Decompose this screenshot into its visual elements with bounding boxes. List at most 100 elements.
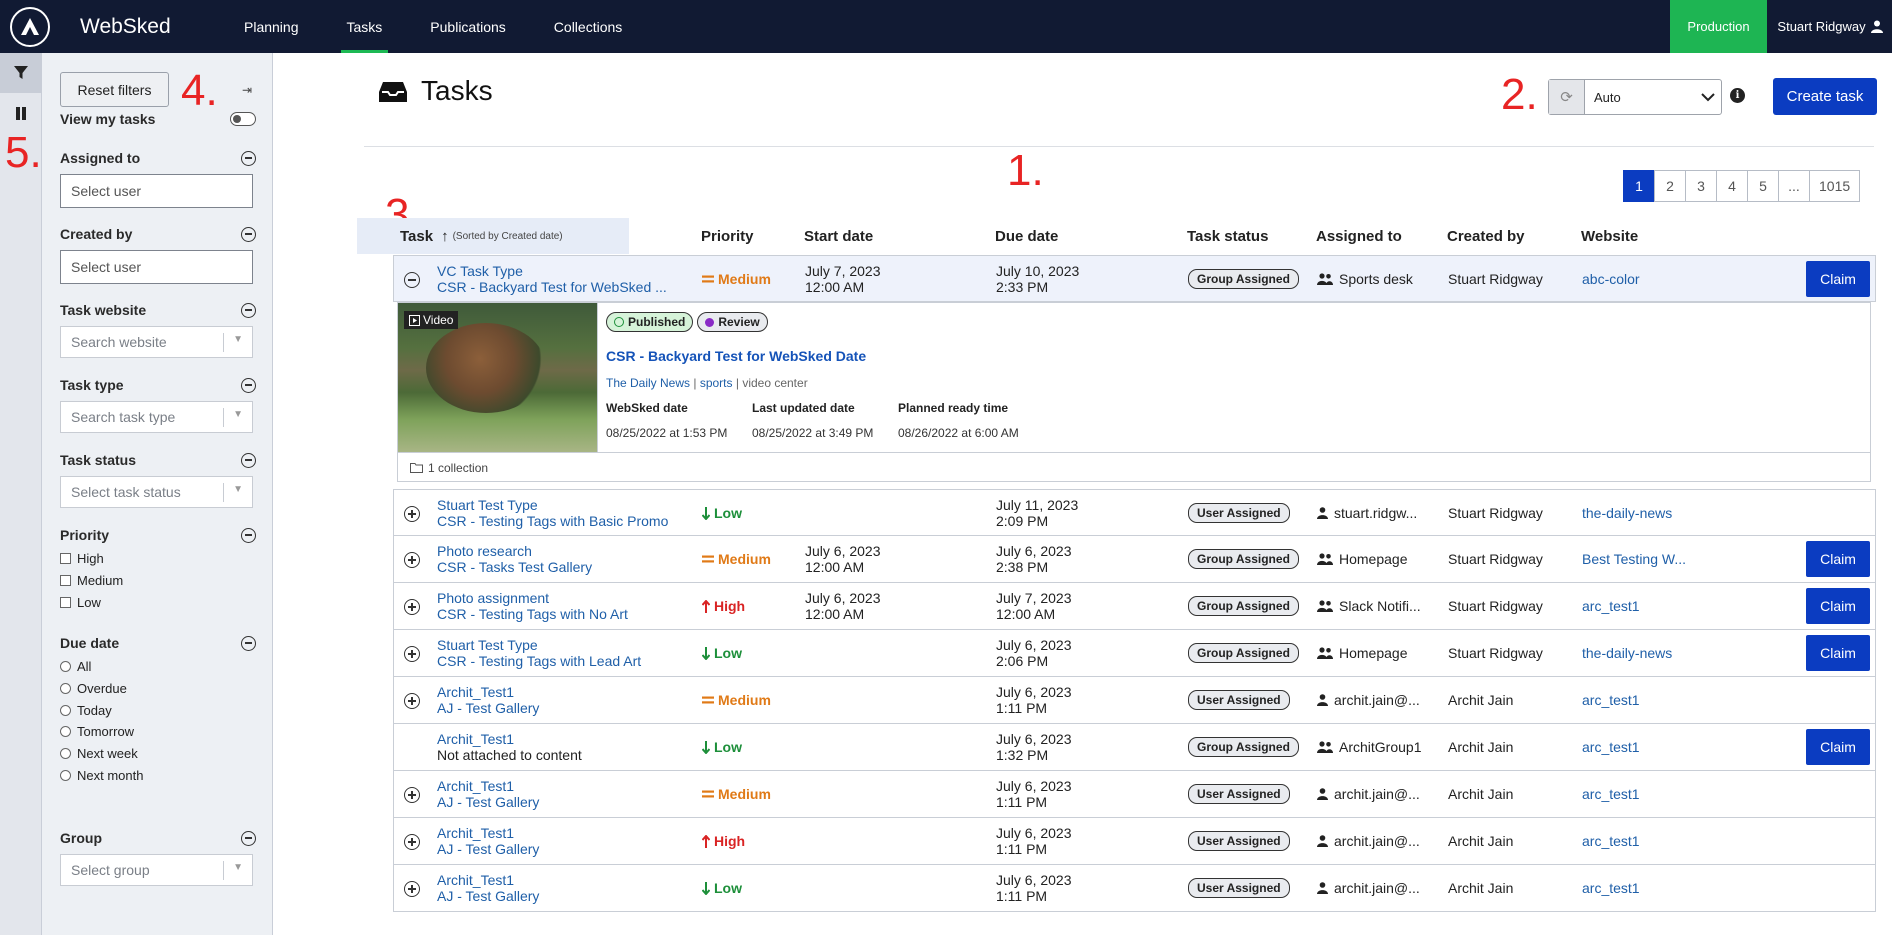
page-button[interactable]: 4 <box>1716 170 1748 202</box>
environment-badge[interactable]: Production <box>1670 0 1767 53</box>
section-link[interactable]: sports <box>699 376 733 390</box>
website-link[interactable]: abc-color <box>1582 271 1640 287</box>
page-button[interactable]: 5 <box>1747 170 1779 202</box>
task-status-select[interactable]: Select task status ▼ <box>60 476 253 508</box>
collapse-section-icon[interactable] <box>241 635 256 651</box>
column-website[interactable]: Website <box>1581 227 1639 245</box>
table-row[interactable]: Stuart Test Type CSR - Testing Tags with … <box>393 630 1876 677</box>
task-content-link[interactable]: AJ - Test Gallery <box>437 841 540 857</box>
task-type-select[interactable]: Search task type ▼ <box>60 401 253 433</box>
task-type-link[interactable]: Archit_Test1 <box>437 825 515 841</box>
checkbox[interactable] <box>60 553 71 565</box>
content-thumbnail[interactable]: Video <box>398 303 598 452</box>
task-content-link[interactable]: CSR - Tasks Test Gallery <box>437 559 593 575</box>
radio[interactable] <box>60 704 71 716</box>
collections-footer[interactable]: 1 collection <box>398 452 1870 482</box>
collapse-section-icon[interactable] <box>241 452 256 468</box>
website-link[interactable]: the-daily-news <box>1582 505 1673 521</box>
page-button-last[interactable]: 1015 <box>1809 170 1861 202</box>
task-type-link[interactable]: Archit_Test1 <box>437 684 515 700</box>
claim-button[interactable]: Claim <box>1806 261 1870 297</box>
task-type-link[interactable]: Archit_Test1 <box>437 872 515 888</box>
app-logo-icon[interactable] <box>10 6 50 47</box>
task-content-link[interactable]: AJ - Test Gallery <box>437 700 540 716</box>
claim-button[interactable]: Claim <box>1806 541 1870 577</box>
table-row[interactable]: Archit_Test1 AJ - Test Gallery Medium July … <box>393 771 1876 818</box>
task-content-link[interactable]: CSR - Testing Tags with No Art <box>437 606 628 622</box>
task-content-link[interactable]: AJ - Test Gallery <box>437 794 540 810</box>
collapse-section-icon[interactable] <box>241 830 256 846</box>
due-option-tomorrow[interactable]: Tomorrow <box>60 721 256 743</box>
priority-option-low[interactable]: Low <box>60 591 256 613</box>
task-type-link[interactable]: Photo research <box>437 543 532 559</box>
task-type-link[interactable]: VC Task Type <box>437 263 523 279</box>
website-link[interactable]: arc_test1 <box>1582 692 1640 708</box>
nav-collections[interactable]: Collections <box>553 18 623 35</box>
website-link[interactable]: the-daily-news <box>1582 645 1673 661</box>
radio[interactable] <box>60 683 71 695</box>
checkbox[interactable] <box>60 596 71 608</box>
website-link[interactable]: arc_test1 <box>1582 598 1640 614</box>
due-option-next-week[interactable]: Next week <box>60 743 256 765</box>
expand-row-icon[interactable] <box>404 599 420 615</box>
task-content-link[interactable]: CSR - Backyard Test for WebSked ... <box>437 279 667 295</box>
nav-planning[interactable]: Planning <box>244 18 299 35</box>
group-select[interactable]: Select group ▼ <box>60 854 253 886</box>
table-row[interactable]: Photo research CSR - Tasks Test Gallery Me… <box>393 536 1876 583</box>
assigned-to-input[interactable]: Select user <box>60 174 253 208</box>
task-content-link[interactable]: CSR - Testing Tags with Lead Art <box>437 653 642 669</box>
website-link[interactable]: arc_test1 <box>1582 880 1640 896</box>
table-row[interactable]: Archit_Test1 Not attached to content Low Ju… <box>393 724 1876 771</box>
page-button[interactable]: 2 <box>1654 170 1686 202</box>
radio[interactable] <box>60 748 71 760</box>
table-row[interactable]: VC Task Type CSR - Backyard Test for WebS… <box>393 255 1876 302</box>
column-assigned-to[interactable]: Assigned to <box>1316 227 1402 245</box>
priority-option-medium[interactable]: Medium <box>60 570 256 592</box>
due-option-overdue[interactable]: Overdue <box>60 678 256 700</box>
view-my-tasks-toggle[interactable] <box>230 112 256 126</box>
task-type-link[interactable]: Archit_Test1 <box>437 731 515 747</box>
nav-tasks[interactable]: Tasks <box>323 0 407 53</box>
filter-panel-button[interactable] <box>0 53 42 93</box>
task-content-link[interactable]: CSR - Testing Tags with Basic Promo <box>437 513 669 529</box>
website-link[interactable]: arc_test1 <box>1582 786 1640 802</box>
column-start-date[interactable]: Start date <box>804 227 874 245</box>
checkbox[interactable] <box>60 575 71 587</box>
column-created-by[interactable]: Created by <box>1447 227 1525 245</box>
column-task[interactable]: Task ↑ (Sorted by Created date) <box>357 218 629 254</box>
claim-button[interactable]: Claim <box>1806 729 1870 765</box>
nav-publications[interactable]: Publications <box>430 18 506 35</box>
reset-filters-button[interactable]: Reset filters <box>60 72 169 107</box>
page-button[interactable]: 3 <box>1685 170 1717 202</box>
collapse-panel-icon[interactable]: ⇥ <box>242 83 253 97</box>
task-type-link[interactable]: Photo assignment <box>437 590 550 606</box>
claim-button[interactable]: Claim <box>1806 635 1870 671</box>
website-link[interactable]: arc_test1 <box>1582 739 1640 755</box>
table-row[interactable]: Stuart Test Type CSR - Testing Tags with … <box>393 489 1876 536</box>
column-due-date[interactable]: Due date <box>995 227 1059 245</box>
refresh-button[interactable]: ⟳ <box>1549 80 1585 114</box>
due-option-today[interactable]: Today <box>60 699 256 721</box>
table-row[interactable]: Photo assignment CSR - Testing Tags with … <box>393 583 1876 630</box>
column-task-status[interactable]: Task status <box>1187 227 1269 245</box>
task-type-link[interactable]: Archit_Test1 <box>437 778 515 794</box>
expand-row-icon[interactable] <box>404 646 420 662</box>
column-priority[interactable]: Priority <box>701 227 754 245</box>
content-title-link[interactable]: CSR - Backyard Test for WebSked Date <box>606 348 867 364</box>
collapse-section-icon[interactable] <box>241 377 256 393</box>
task-type-link[interactable]: Stuart Test Type <box>437 637 538 653</box>
priority-option-high[interactable]: High <box>60 548 256 570</box>
radio[interactable] <box>60 726 71 738</box>
saved-views-button[interactable] <box>0 93 42 133</box>
table-row[interactable]: Archit_Test1 AJ - Test Gallery Low July 6, … <box>393 865 1876 912</box>
collapse-section-icon[interactable] <box>241 226 256 242</box>
due-option-all[interactable]: All <box>60 656 256 678</box>
collapse-row-icon[interactable] <box>404 272 420 288</box>
table-row[interactable]: Archit_Test1 AJ - Test Gallery Medium July … <box>393 677 1876 724</box>
collapse-section-icon[interactable] <box>241 527 256 543</box>
expand-row-icon[interactable] <box>404 834 420 850</box>
user-menu[interactable]: Stuart Ridgway <box>1768 0 1892 53</box>
expand-row-icon[interactable] <box>404 881 420 897</box>
radio[interactable] <box>60 661 71 673</box>
expand-row-icon[interactable] <box>404 506 420 522</box>
